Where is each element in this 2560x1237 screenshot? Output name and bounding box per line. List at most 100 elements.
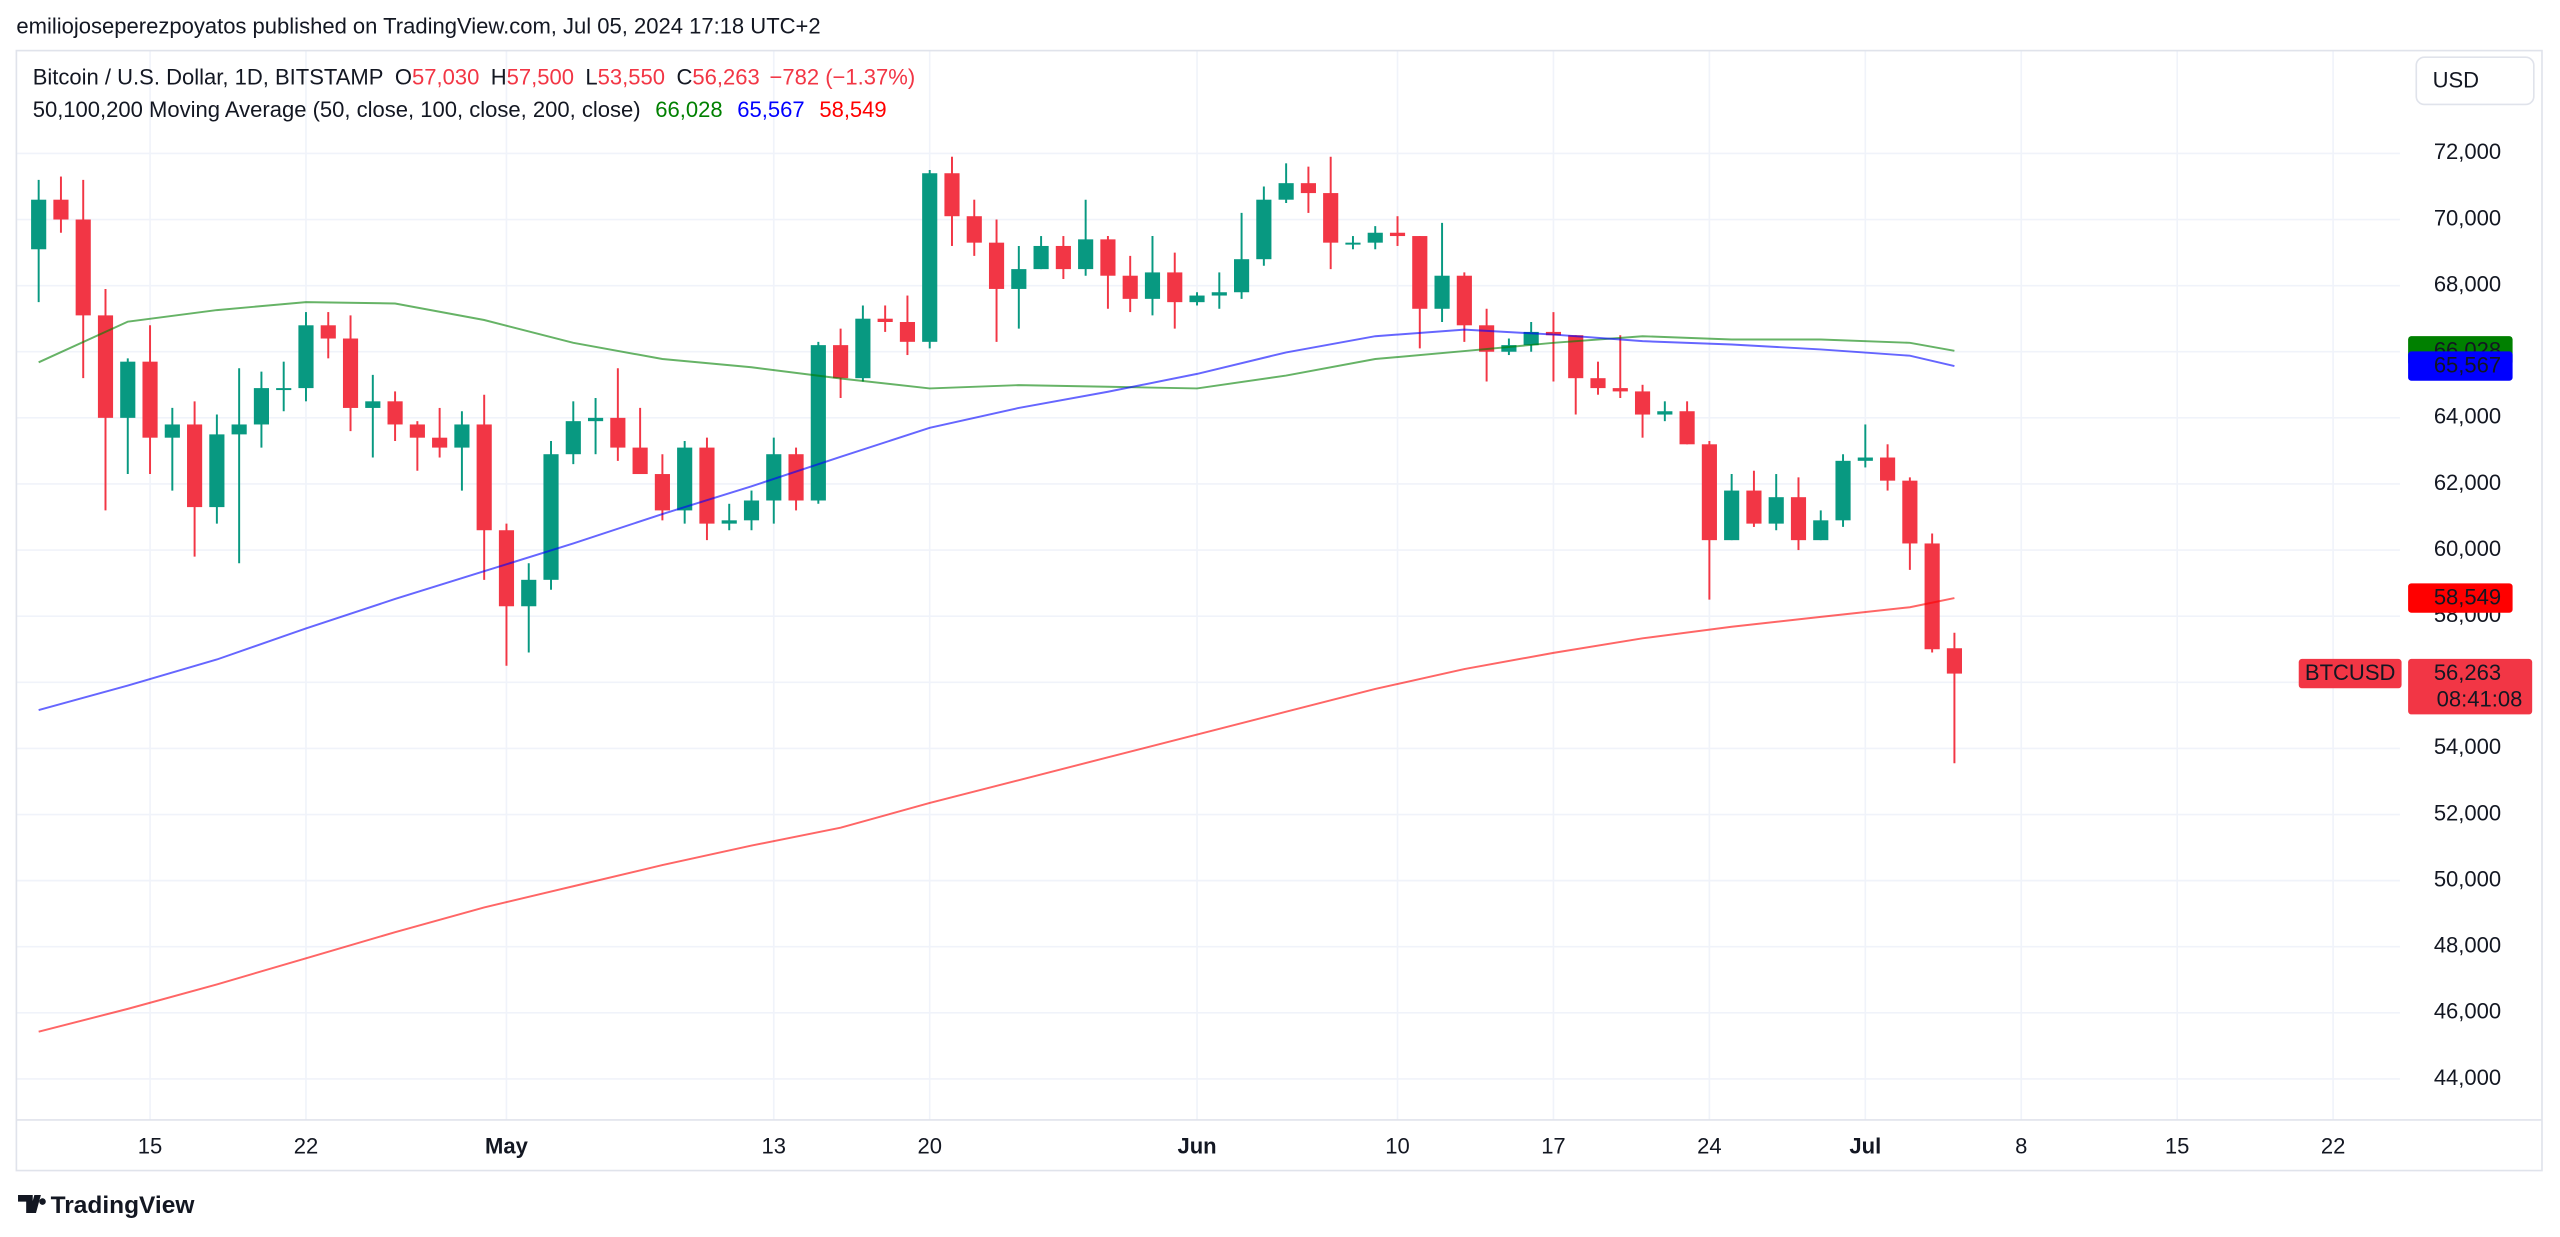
- candle-body: [788, 454, 804, 501]
- legend-key: O: [395, 64, 412, 89]
- candle-body: [1167, 272, 1183, 303]
- symbol-badge: [2298, 658, 2402, 689]
- candle-body: [1790, 497, 1807, 541]
- candle-body: [231, 424, 247, 435]
- candle-body: [1634, 391, 1651, 415]
- legend-key: C: [676, 64, 692, 89]
- candle-body: [521, 579, 537, 607]
- logo-icon: [18, 1195, 46, 1214]
- candle-body: [498, 530, 515, 607]
- candle-body: [1545, 331, 1562, 336]
- x-tick-label: May: [485, 1134, 529, 1159]
- x-tick-label: 24: [1697, 1134, 1722, 1159]
- candle-body: [164, 424, 180, 438]
- candle-body: [988, 242, 1005, 289]
- candle-body: [1679, 411, 1695, 445]
- candle-body: [1367, 232, 1383, 243]
- candle-body: [1813, 520, 1829, 541]
- x-tick-label: 17: [1541, 1134, 1566, 1159]
- candle-body: [1746, 490, 1762, 524]
- candle-body: [1144, 272, 1161, 299]
- footer-logo: TradingView: [18, 1192, 195, 1219]
- x-tick-label: 8: [2015, 1134, 2027, 1159]
- y-tick-label: 54,000: [2434, 734, 2501, 759]
- countdown-label: 08:41:08: [2437, 686, 2523, 711]
- candle-body: [97, 315, 114, 418]
- x-tick-label: 15: [2165, 1134, 2189, 1159]
- legend-ma-value: 65,567: [737, 97, 804, 122]
- moving-average-line: [38, 328, 1955, 711]
- grid-layer: [16, 50, 2400, 1120]
- candle-body: [1924, 543, 1940, 650]
- candle-body: [899, 321, 916, 342]
- candle-body: [1835, 460, 1851, 521]
- legend-value: 57,030: [412, 64, 479, 89]
- candle-body: [1122, 275, 1138, 299]
- x-tick-label: Jul: [1849, 1134, 1881, 1159]
- candle-body: [1523, 331, 1539, 346]
- y-tick-label: 50,000: [2434, 866, 2501, 891]
- candle-body: [833, 345, 849, 379]
- y-tick-label: 68,000: [2434, 271, 2501, 296]
- candle-body: [1724, 490, 1740, 541]
- candle-body: [365, 401, 381, 408]
- candle-body: [1946, 648, 1962, 674]
- candle-body: [53, 199, 69, 220]
- legend-key: H: [491, 64, 507, 89]
- candle-body: [1880, 457, 1896, 481]
- candle-body: [1078, 239, 1094, 270]
- x-tick-label: 20: [917, 1134, 942, 1159]
- candle-body: [454, 424, 470, 448]
- y-tick-label: 48,000: [2434, 933, 2501, 958]
- candle-body: [209, 434, 225, 508]
- attribution: emiliojoseperezpoyatos published on Trad…: [16, 14, 820, 39]
- candle-body: [1501, 345, 1517, 352]
- y-tick-label: 72,000: [2434, 139, 2501, 164]
- candle-body: [766, 454, 782, 501]
- legend-line: 50,100,200 Moving Average (50, close, 10…: [33, 97, 887, 122]
- last-price-badge: [2408, 658, 2533, 715]
- last-price-label: 56,263: [2434, 660, 2501, 685]
- candle-body: [1278, 183, 1294, 200]
- x-tick-label: Jun: [1177, 1134, 1216, 1159]
- candle-body: [1590, 378, 1606, 389]
- candle-body: [253, 388, 270, 425]
- candle-body: [877, 318, 893, 322]
- candle-body: [1902, 480, 1918, 544]
- legend-value: 57,500: [507, 64, 574, 89]
- moving-average-line: [38, 597, 1955, 1033]
- candle-body: [187, 424, 203, 508]
- candle-body: [1234, 259, 1250, 293]
- candle-body: [1345, 242, 1361, 245]
- candle-body: [142, 361, 158, 438]
- candle-body: [120, 361, 136, 418]
- candle-body: [1033, 245, 1049, 270]
- currency-label[interactable]: USD: [2433, 67, 2479, 92]
- candle-body: [699, 447, 715, 524]
- candle-body: [610, 417, 626, 448]
- candle-body: [432, 437, 448, 448]
- candle-body: [1857, 457, 1873, 461]
- candle-body: [632, 447, 648, 475]
- candle-body: [922, 173, 938, 342]
- candle-body: [1701, 444, 1717, 541]
- candle-body: [1211, 292, 1227, 296]
- candle-body: [1768, 497, 1784, 524]
- x-tick-label: 13: [762, 1134, 787, 1159]
- y-tick-label: 44,000: [2434, 1065, 2501, 1090]
- candle-body: [1568, 335, 1584, 379]
- candle-body: [31, 199, 47, 250]
- candle-body: [654, 474, 670, 511]
- candle-body: [1189, 295, 1205, 303]
- candle-body: [587, 417, 604, 422]
- y-tick-label: 60,000: [2434, 536, 2501, 561]
- currency-button[interactable]: [2415, 56, 2535, 106]
- candle-body: [1657, 411, 1673, 415]
- candle-body: [276, 388, 292, 391]
- footer-text: TradingView: [51, 1192, 196, 1219]
- candle-body: [1011, 269, 1027, 289]
- candle-body: [1456, 275, 1472, 326]
- candle-body: [743, 500, 760, 521]
- y-tick-label: 52,000: [2434, 800, 2501, 825]
